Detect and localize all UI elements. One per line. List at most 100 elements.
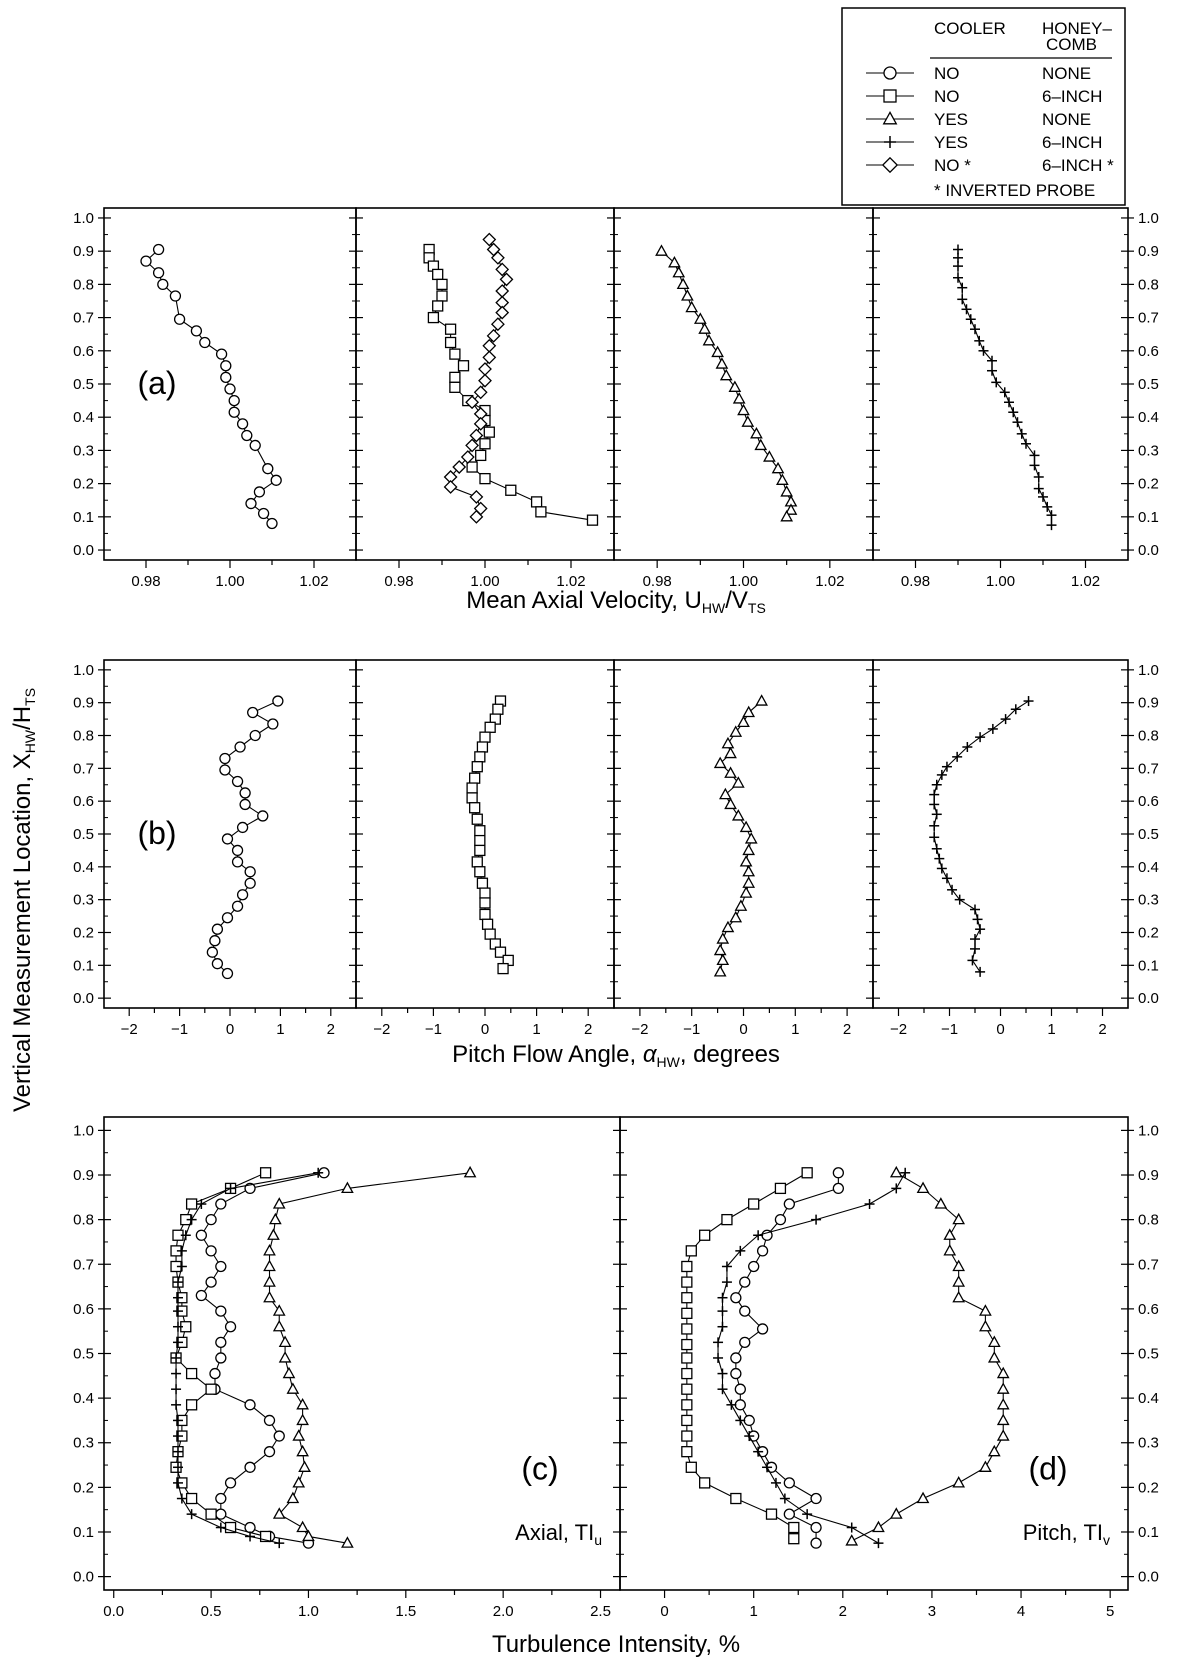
- data-point: [195, 1229, 208, 1241]
- data-point: [681, 1383, 693, 1395]
- data-point: [483, 426, 495, 438]
- data-point: [735, 1415, 746, 1426]
- data-point: [965, 314, 976, 325]
- data-point: [267, 1228, 280, 1240]
- data-point: [471, 856, 483, 868]
- data-point: [753, 1230, 764, 1241]
- data-point: [436, 290, 448, 302]
- data-point: [931, 809, 942, 820]
- data-point: [719, 787, 732, 800]
- series-circle: [730, 1167, 845, 1549]
- data-point: [257, 507, 270, 520]
- data-point: [1033, 471, 1044, 482]
- y-tick-label: 0.3: [1138, 442, 1159, 459]
- data-point: [872, 1520, 885, 1533]
- data-point: [952, 1476, 966, 1488]
- y-tick-label: 0.6: [1138, 1301, 1159, 1318]
- x-tick-label: 2: [1098, 1021, 1106, 1038]
- data-point: [457, 360, 470, 372]
- data-point: [743, 1414, 755, 1427]
- data-point: [957, 282, 968, 293]
- data-point: [916, 1181, 930, 1194]
- data-point: [1042, 501, 1053, 512]
- data-point: [979, 1304, 992, 1316]
- data-point: [296, 1397, 309, 1410]
- data-point: [292, 1476, 306, 1488]
- series-plus: [713, 1167, 911, 1549]
- data-point: [449, 381, 461, 393]
- data-point: [730, 1367, 742, 1380]
- data-point: [471, 813, 483, 825]
- y-tick-label: 0.4: [73, 1390, 94, 1407]
- legend-header-cooler: COOLER: [934, 19, 1006, 38]
- data-point: [185, 1198, 198, 1210]
- data-point: [739, 1305, 751, 1317]
- data-point: [474, 825, 486, 837]
- data-point: [1029, 450, 1040, 461]
- data-point: [495, 262, 510, 277]
- square-marker: [883, 89, 897, 103]
- data-point: [221, 967, 234, 980]
- data-point: [220, 371, 232, 384]
- data-point: [742, 705, 756, 718]
- series-plus: [953, 244, 1057, 531]
- data-point: [996, 1397, 1010, 1410]
- y-tick-label: 0.8: [1138, 728, 1159, 745]
- data-point: [259, 1530, 272, 1543]
- data-point: [224, 1321, 237, 1333]
- data-point: [784, 503, 798, 515]
- data-point: [469, 428, 484, 443]
- data-point: [474, 866, 486, 878]
- y-tick-label: 0.0: [73, 990, 94, 1007]
- data-point: [1010, 704, 1021, 715]
- data-point: [779, 1493, 790, 1504]
- data-point: [783, 1198, 795, 1210]
- data-point: [788, 1533, 800, 1545]
- data-point: [889, 1507, 903, 1519]
- x-tick-label: 1.02: [815, 573, 844, 590]
- data-point: [263, 1414, 276, 1427]
- data-point: [298, 1460, 311, 1472]
- data-point: [530, 496, 543, 508]
- data-point: [263, 1290, 276, 1303]
- series-line: [717, 1172, 906, 1544]
- data-point: [735, 1245, 746, 1256]
- x-tick-label: 0.98: [131, 573, 160, 590]
- data-point: [495, 284, 510, 298]
- series-triangle: [655, 244, 798, 522]
- y-tick-label: 0.5: [1138, 376, 1159, 393]
- panel-b2: −2 −1 0 1 2: [355, 659, 615, 1038]
- panel-label: (c): [521, 1451, 558, 1487]
- data-point: [681, 1367, 693, 1380]
- legend-cooler: NO *: [934, 156, 971, 175]
- data-point: [292, 1429, 306, 1441]
- y-tick-label: 0.6: [73, 343, 94, 360]
- data-point: [1046, 520, 1057, 531]
- data-point: [742, 843, 756, 856]
- y-tick-label: 0.2: [73, 924, 94, 941]
- data-point: [241, 429, 253, 442]
- data-point: [1000, 714, 1011, 725]
- data-point: [259, 1167, 272, 1179]
- y-tick-label: 0.2: [1138, 924, 1159, 941]
- data-point: [215, 1522, 226, 1533]
- data-point: [219, 752, 231, 765]
- data-point: [934, 1197, 948, 1209]
- data-point: [987, 1335, 1001, 1347]
- data-point: [169, 290, 182, 302]
- x-tick-label: −1: [941, 1021, 958, 1038]
- data-point: [272, 695, 284, 707]
- data-point: [957, 294, 968, 305]
- data-point: [224, 1477, 237, 1489]
- data-point: [974, 335, 985, 346]
- data-point: [257, 810, 269, 822]
- y-tick-label: 0.3: [1138, 1435, 1159, 1452]
- legend-cooler: YES: [934, 110, 968, 129]
- data-point: [224, 383, 236, 395]
- panel-b3: −2 −1 0 1 2: [613, 659, 874, 1038]
- data-point: [465, 395, 480, 410]
- data-point: [273, 1430, 285, 1442]
- data-point: [739, 1276, 751, 1288]
- data-point: [972, 914, 983, 925]
